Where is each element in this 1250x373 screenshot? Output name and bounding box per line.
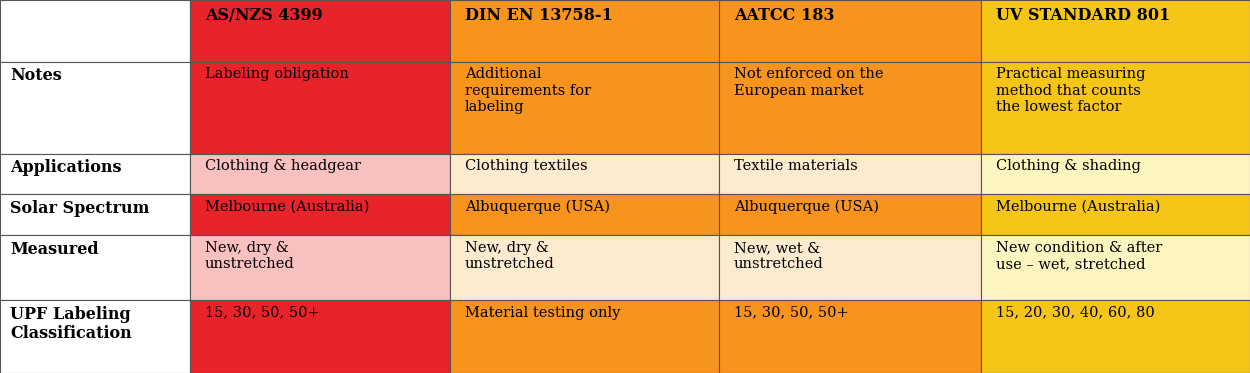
Bar <box>450 0 719 62</box>
Text: Albuquerque (USA): Albuquerque (USA) <box>465 200 610 214</box>
Bar <box>190 0 450 62</box>
Text: Textile materials: Textile materials <box>734 159 858 173</box>
Text: Albuquerque (USA): Albuquerque (USA) <box>734 200 879 214</box>
Bar <box>981 62 1250 154</box>
Bar <box>450 62 719 154</box>
Text: UPF Labeling
Classification: UPF Labeling Classification <box>10 305 131 342</box>
Bar <box>450 235 719 300</box>
Text: Clothing & headgear: Clothing & headgear <box>205 159 361 173</box>
Bar <box>0 300 190 373</box>
Bar <box>981 154 1250 194</box>
Text: Clothing & shading: Clothing & shading <box>996 159 1141 173</box>
Bar <box>190 235 450 300</box>
Bar <box>0 235 190 300</box>
Bar <box>0 62 190 154</box>
Bar <box>719 62 981 154</box>
Text: AATCC 183: AATCC 183 <box>734 7 834 24</box>
Bar <box>190 194 450 235</box>
Text: Solar Spectrum: Solar Spectrum <box>10 200 150 217</box>
Text: New condition & after
use – wet, stretched: New condition & after use – wet, stretch… <box>996 241 1162 271</box>
Bar <box>981 300 1250 373</box>
Text: Applications: Applications <box>10 159 121 176</box>
Bar <box>450 194 719 235</box>
Text: New, dry &
unstretched: New, dry & unstretched <box>465 241 555 271</box>
Bar <box>190 154 450 194</box>
Bar <box>719 154 981 194</box>
Bar <box>981 235 1250 300</box>
Text: Material testing only: Material testing only <box>465 305 620 320</box>
Text: New, dry &
unstretched: New, dry & unstretched <box>205 241 295 271</box>
Text: New, wet &
unstretched: New, wet & unstretched <box>734 241 824 271</box>
Bar <box>190 62 450 154</box>
Text: 15, 30, 50, 50+: 15, 30, 50, 50+ <box>734 305 849 320</box>
Bar <box>719 0 981 62</box>
Bar <box>981 0 1250 62</box>
Text: Additional
requirements for
labeling: Additional requirements for labeling <box>465 68 591 114</box>
Text: Melbourne (Australia): Melbourne (Australia) <box>205 200 370 214</box>
Text: Practical measuring
method that counts
the lowest factor: Practical measuring method that counts t… <box>996 68 1146 114</box>
Bar <box>0 194 190 235</box>
Text: AS/NZS 4399: AS/NZS 4399 <box>205 7 322 24</box>
Bar <box>190 300 450 373</box>
Text: 15, 20, 30, 40, 60, 80: 15, 20, 30, 40, 60, 80 <box>996 305 1155 320</box>
Text: Not enforced on the
European market: Not enforced on the European market <box>734 68 884 98</box>
Text: DIN EN 13758-1: DIN EN 13758-1 <box>465 7 612 24</box>
Text: 15, 30, 50, 50+: 15, 30, 50, 50+ <box>205 305 320 320</box>
Bar <box>450 154 719 194</box>
Bar <box>719 235 981 300</box>
Text: Melbourne (Australia): Melbourne (Australia) <box>996 200 1160 214</box>
Bar <box>719 300 981 373</box>
Bar <box>0 0 190 62</box>
Bar <box>450 300 719 373</box>
Text: Labeling obligation: Labeling obligation <box>205 68 349 81</box>
Text: Measured: Measured <box>10 241 99 258</box>
Text: Clothing textiles: Clothing textiles <box>465 159 588 173</box>
Text: Notes: Notes <box>10 68 61 84</box>
Bar <box>719 194 981 235</box>
Bar <box>981 194 1250 235</box>
Text: UV STANDARD 801: UV STANDARD 801 <box>996 7 1170 24</box>
Bar <box>0 154 190 194</box>
